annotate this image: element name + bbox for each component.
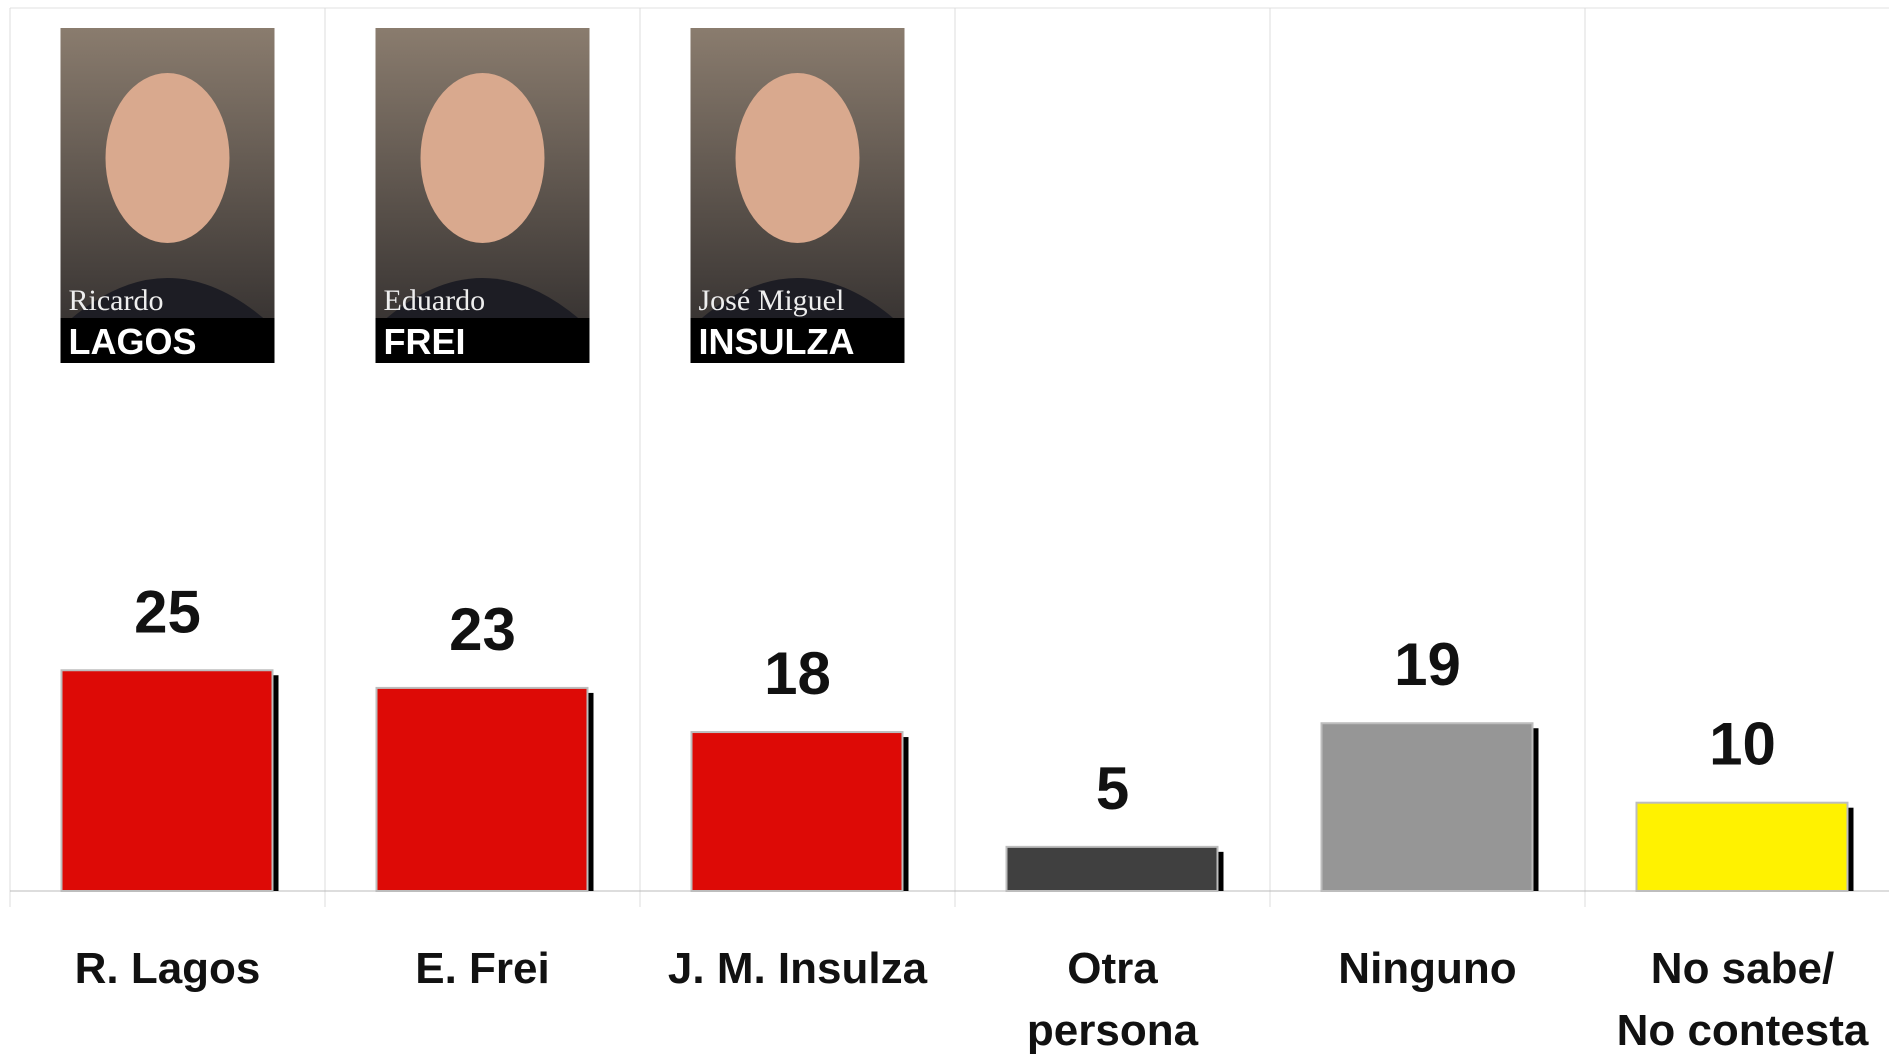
bar [60, 669, 274, 892]
candidate-photo: Ricardo LAGOS [60, 28, 275, 363]
data-label: 19 [1394, 631, 1461, 698]
x-tick-label: J. M. Insulza [667, 944, 928, 993]
x-tick-label: Ninguno [1338, 944, 1517, 993]
photo-first-name: Eduardo [384, 284, 486, 317]
photo-suit [690, 278, 905, 328]
photo-first-name: Ricardo [69, 284, 164, 317]
data-label: 18 [764, 640, 831, 707]
data-label: 23 [449, 596, 516, 663]
photo-face [735, 73, 860, 243]
photo-last-name: LAGOS [69, 321, 197, 362]
bar [1635, 801, 1849, 893]
photo-suit [375, 278, 590, 328]
bar [375, 686, 589, 892]
bar [1320, 722, 1534, 892]
photo-caption-band [375, 318, 590, 363]
bar [1005, 845, 1219, 892]
x-tick-label: Otra persona [1026, 944, 1199, 1055]
photo-last-name: FREI [384, 321, 466, 362]
bar [690, 731, 904, 892]
x-tick-label: E. Frei [415, 944, 550, 993]
photo-face [105, 73, 230, 243]
photo-last-name: INSULZA [699, 321, 855, 362]
x-tick-label: No sabe/ No contesta [1616, 944, 1869, 1055]
photo-caption-band [690, 318, 905, 363]
candidate-photo: Eduardo FREI [375, 28, 590, 363]
data-label: 5 [1096, 755, 1129, 822]
data-label: 10 [1709, 711, 1776, 778]
photo-caption-band [60, 318, 275, 363]
candidate-photo: José Miguel INSULZA [690, 28, 905, 363]
x-tick-label: R. Lagos [74, 944, 261, 993]
photo-face [420, 73, 545, 243]
data-label: 25 [134, 578, 201, 645]
photo-suit [60, 278, 275, 328]
photo-first-name: José Miguel [699, 284, 845, 317]
